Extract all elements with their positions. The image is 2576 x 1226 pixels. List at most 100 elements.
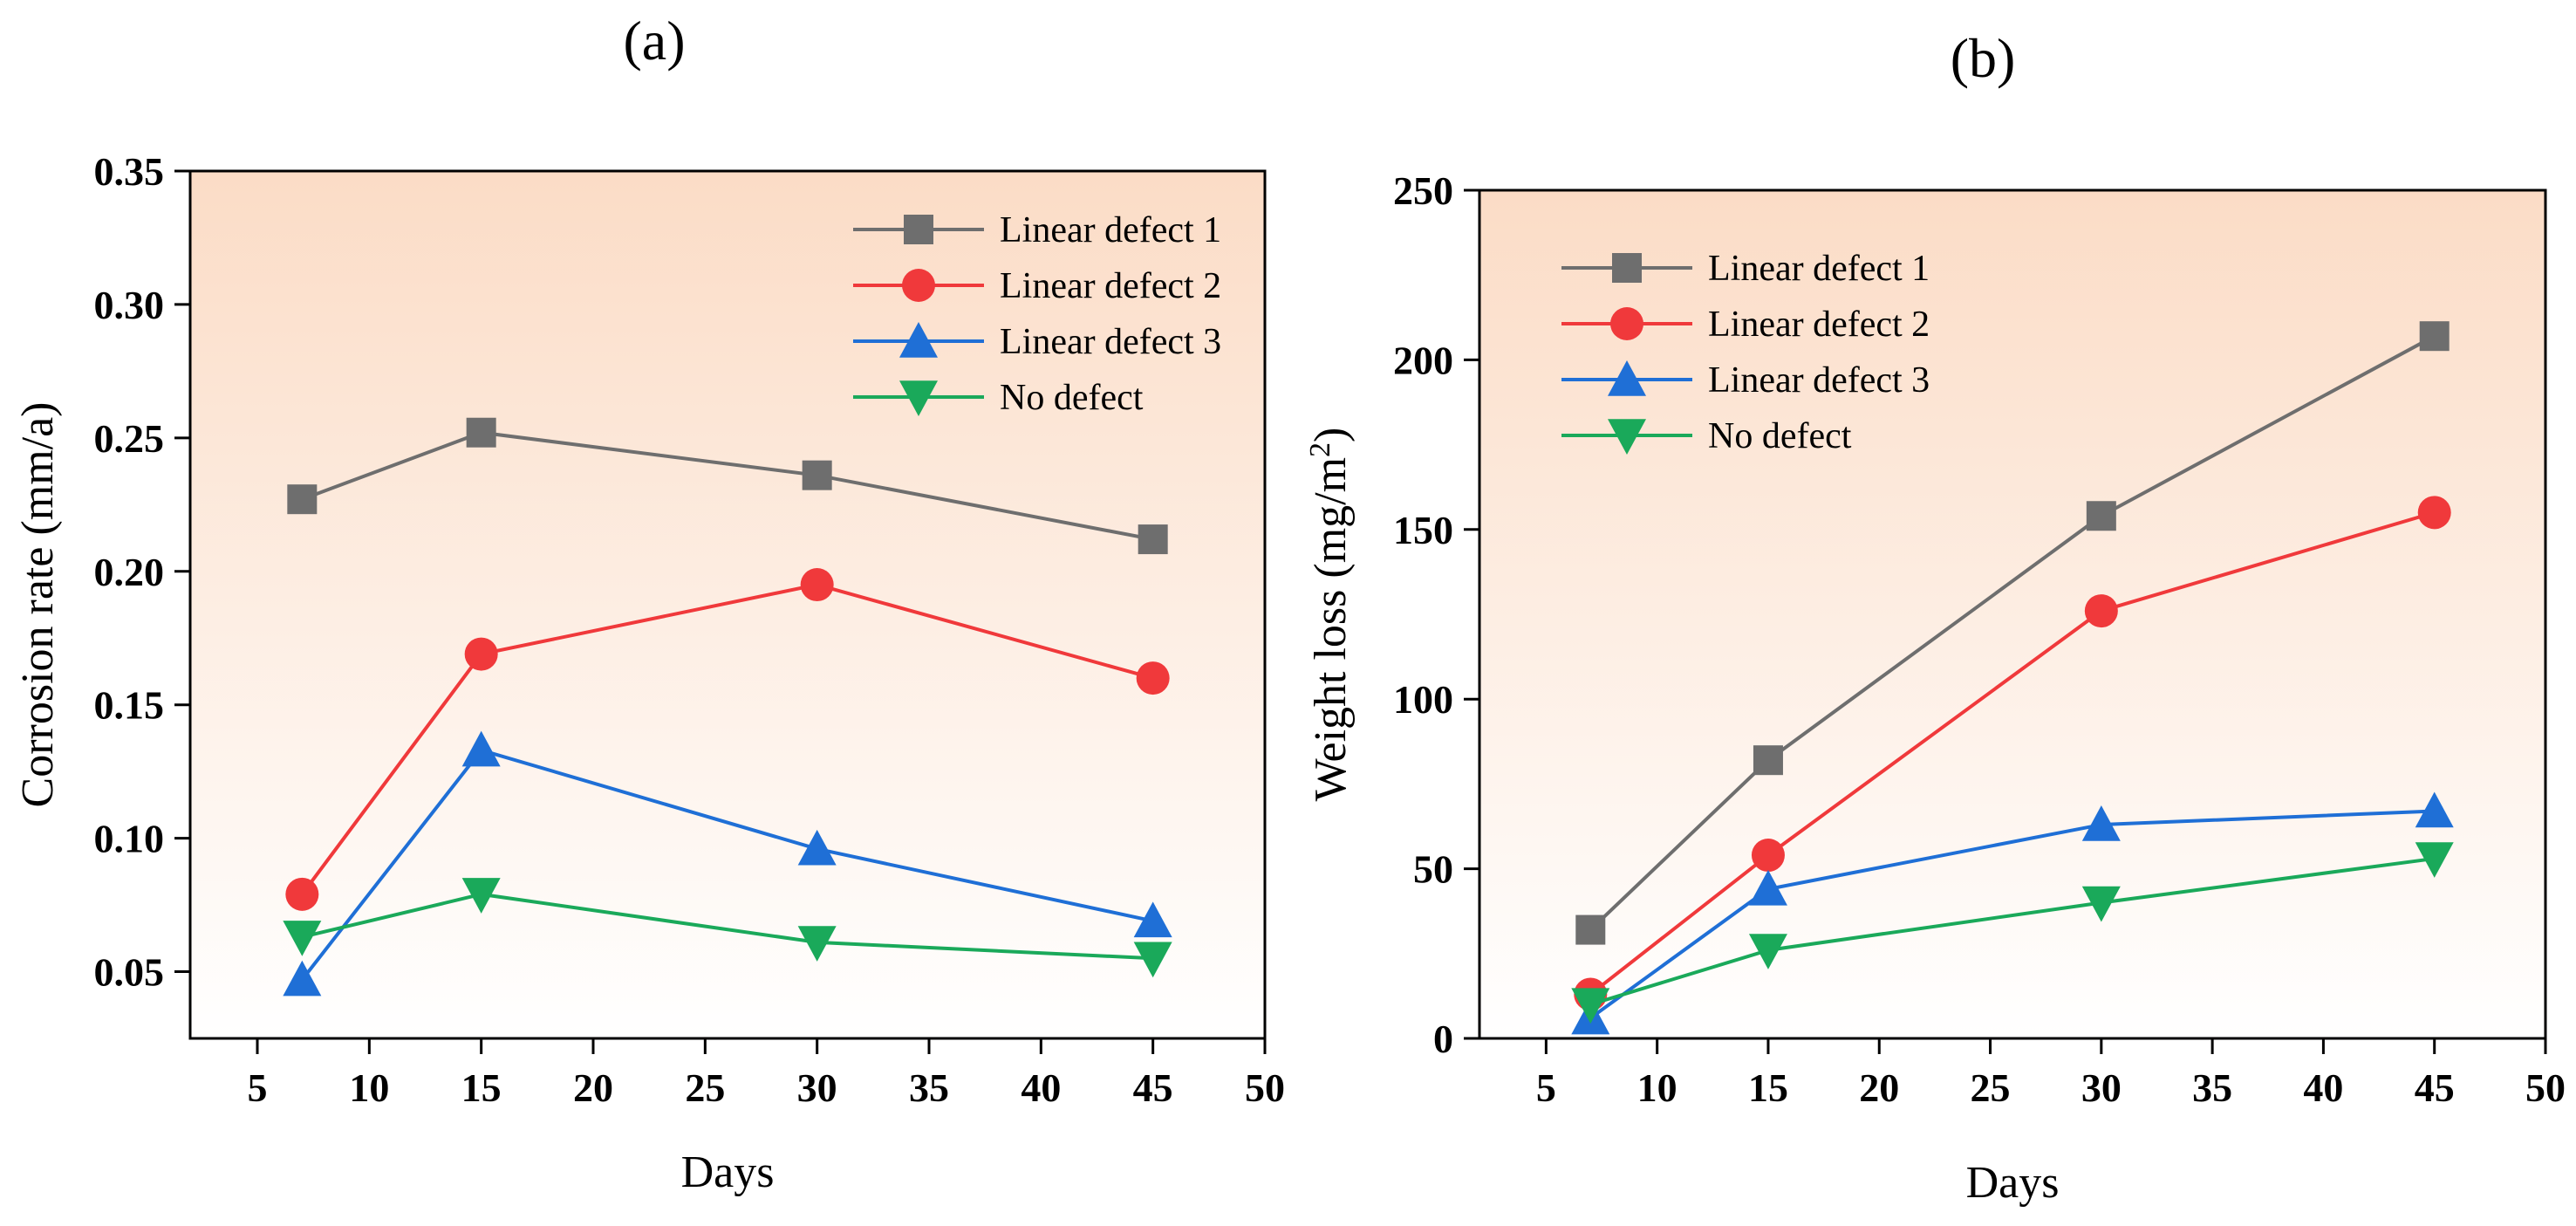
data-point — [1136, 661, 1170, 695]
series-linear-defect-3 — [1571, 791, 2454, 1035]
series-linear-defect-1 — [1575, 321, 2450, 945]
y-tick-label: 50 — [1413, 847, 1453, 892]
x-tick-label: 40 — [2303, 1065, 2343, 1110]
data-point — [466, 417, 496, 448]
y-tick-label: 100 — [1393, 677, 1453, 722]
series-linear-defect-2 — [1574, 496, 2451, 1011]
panel-b: (b) 5 10 15 20 25 30 35 40 45 50 0 50 100 150 200 250 Day… — [1304, 27, 2566, 1208]
axes-frame — [188, 169, 1267, 1040]
legend-label: Linear defect 2 — [1000, 266, 1221, 306]
data-point — [802, 460, 832, 490]
data-point — [285, 877, 319, 911]
data-point — [1133, 901, 1172, 938]
plot-area — [1479, 190, 2545, 1038]
series-line — [301, 892, 1153, 961]
data-point — [1748, 869, 1787, 906]
x-tick-label: 5 — [1536, 1065, 1556, 1110]
legend-marker — [899, 322, 938, 358]
x-tick-label: 15 — [461, 1065, 502, 1110]
legend-label: Linear defect 3 — [1000, 322, 1221, 362]
panel-label: (a) — [623, 10, 685, 72]
y-tick-label: 0.10 — [94, 817, 165, 861]
data-point — [1571, 988, 1610, 1024]
legend-marker — [1608, 419, 1646, 455]
x-tick-label: 50 — [1245, 1065, 1285, 1110]
data-point — [2081, 805, 2121, 841]
y-tick-label: 0 — [1433, 1017, 1453, 1061]
y-tick-label: 0.35 — [94, 149, 165, 194]
x-axis-title: Days — [1966, 1158, 2060, 1208]
panel-label: (b) — [1951, 27, 2016, 89]
y-tick-label: 0.30 — [94, 283, 165, 327]
data-point — [283, 921, 322, 956]
axes-frame — [1478, 188, 2547, 1040]
legend-marker — [1610, 307, 1643, 340]
y-tick-label: 0.15 — [94, 683, 165, 728]
y-tick-label: 0.05 — [94, 950, 165, 995]
legend-marker — [904, 215, 933, 244]
legend-label: Linear defect 1 — [1708, 249, 1930, 289]
series-line — [1589, 856, 2435, 1007]
y-tick-label: 0.25 — [94, 416, 165, 461]
legend-marker — [902, 269, 935, 302]
legend-label: Linear defect 2 — [1708, 305, 1930, 345]
data-point — [2417, 496, 2451, 530]
series-line — [1589, 334, 2436, 932]
data-point — [287, 484, 318, 515]
series-no-defect — [283, 878, 1172, 978]
x-tick-label: 40 — [1021, 1065, 1061, 1110]
data-point — [1751, 839, 1785, 873]
series-line — [1589, 809, 2435, 1020]
x-tick-label: 50 — [2525, 1065, 2566, 1110]
x-tick-label: 10 — [349, 1065, 389, 1110]
series-line — [300, 583, 1154, 896]
data-point — [1748, 934, 1787, 969]
data-point — [461, 730, 501, 767]
legend-label: Linear defect 1 — [1000, 210, 1221, 250]
data-point — [2415, 791, 2454, 828]
series-line — [1589, 510, 2436, 997]
x-tick-label: 20 — [1859, 1065, 1899, 1110]
legend-marker — [1608, 360, 1646, 396]
data-point — [800, 568, 834, 602]
data-point — [461, 878, 501, 914]
y-tick-label: 200 — [1393, 338, 1453, 382]
series-linear-defect-3 — [283, 730, 1172, 997]
x-tick-label: 30 — [2081, 1065, 2122, 1110]
series-linear-defect-1 — [287, 417, 1168, 555]
y-axis-title: Corrosion rate (mm/a) — [13, 402, 63, 808]
x-tick-label: 10 — [1637, 1065, 1677, 1110]
x-tick-label: 45 — [1133, 1065, 1173, 1110]
x-tick-label: 45 — [2415, 1065, 2455, 1110]
x-tick-label: 15 — [1748, 1065, 1788, 1110]
series-line — [300, 748, 1154, 981]
data-point — [797, 926, 837, 962]
data-point — [1575, 914, 1606, 945]
legend-label: No defect — [1708, 416, 1852, 456]
legend: Linear defect 1 Linear defect 2 Linear def… — [853, 210, 1221, 418]
x-tick-label: 25 — [685, 1065, 725, 1110]
legend-label: Linear defect 3 — [1708, 360, 1930, 401]
data-point — [1133, 942, 1172, 978]
data-point — [2415, 842, 2454, 878]
x-tick-label: 35 — [2192, 1065, 2232, 1110]
legend-marker — [899, 380, 938, 416]
series-line — [301, 430, 1154, 542]
data-point — [1138, 524, 1168, 555]
data-point — [464, 637, 498, 671]
legend-label: No defect — [1000, 378, 1144, 418]
y-tick-label: 0.20 — [94, 550, 165, 594]
x-axis-title: Days — [681, 1147, 775, 1197]
y-tick-label: 150 — [1393, 508, 1453, 552]
x-tick-label: 30 — [797, 1065, 837, 1110]
legend-marker — [1612, 253, 1642, 283]
series-linear-defect-2 — [285, 568, 1170, 911]
data-point — [2419, 321, 2450, 352]
legend: Linear defect 1 Linear defect 2 Linear def… — [1561, 249, 1930, 456]
x-tick-label: 20 — [573, 1065, 613, 1110]
x-tick-label: 35 — [909, 1065, 949, 1110]
y-tick-label: 250 — [1393, 168, 1453, 213]
data-point — [2084, 594, 2118, 628]
